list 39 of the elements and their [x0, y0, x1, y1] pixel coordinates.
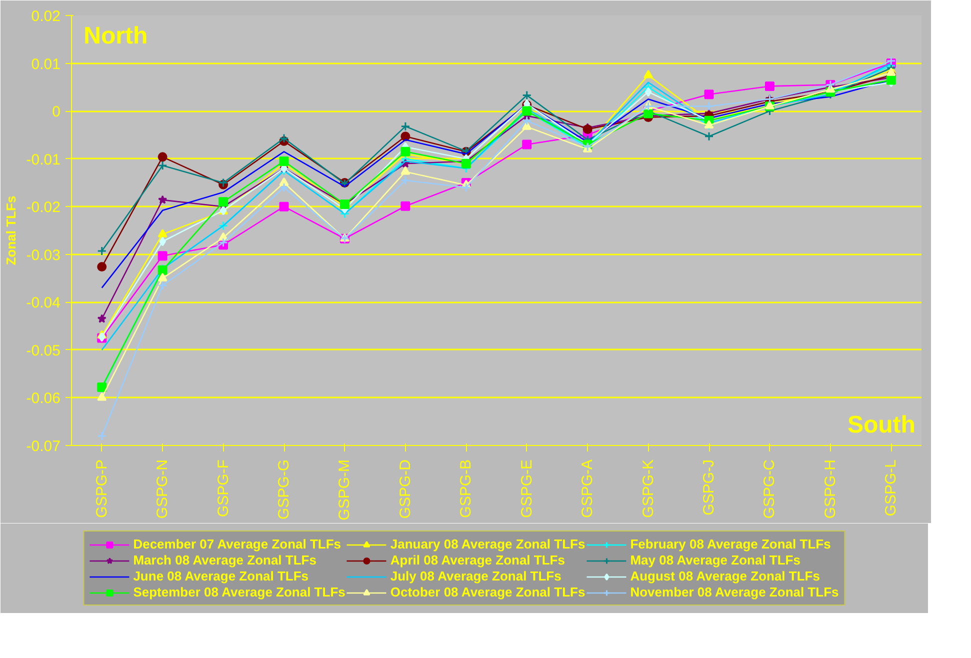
legend-label: February 08 Average Zonal TLFs — [630, 536, 831, 552]
x-tick-label: GSPG-E — [518, 459, 536, 518]
x-tick-label: GSPG-L — [882, 459, 900, 516]
x-tick-label: GSPG-M — [336, 459, 354, 520]
legend-label: April 08 Average Zonal TLFs — [390, 552, 565, 568]
legend-label: May 08 Average Zonal TLFs — [630, 552, 800, 568]
y-tick-label: 0.02 — [31, 8, 61, 25]
x-tick-label: GSPG-P — [93, 459, 110, 518]
y-tick-label: 0 — [52, 104, 60, 121]
annotation: South — [847, 411, 916, 438]
x-tick-label: GSPG-F — [214, 459, 232, 517]
x-tick-label: GSPG-N — [154, 459, 172, 519]
y-tick-label: -0.07 — [26, 438, 61, 455]
y-tick-label: -0.03 — [26, 246, 61, 264]
x-tick-label: GSPG-K — [640, 459, 657, 518]
legend-label: July 08 Average Zonal TLFs — [390, 568, 562, 584]
y-tick-label: -0.05 — [26, 342, 61, 360]
legend-label: January 08 Average Zonal TLFs — [390, 536, 586, 552]
y-tick-label: -0.01 — [26, 151, 61, 168]
x-tick-label: GSPG-H — [822, 459, 839, 519]
legend-label: June 08 Average Zonal TLFs — [133, 568, 309, 584]
x-tick-label: GSPG-D — [396, 459, 414, 519]
legend-label: October 08 Average Zonal TLFs — [390, 584, 586, 600]
legend-label: November 08 Average Zonal TLFs — [630, 584, 839, 600]
legend-label: December 07 Average Zonal TLFs — [133, 536, 342, 552]
x-tick-label: GSPG-A — [579, 459, 596, 518]
legend-label: September 08 Average Zonal TLFs — [133, 584, 346, 600]
x-tick-label: GSPG-C — [761, 459, 778, 519]
y-tick-label: -0.02 — [26, 199, 61, 216]
y-tick-label: -0.04 — [26, 294, 61, 312]
annotation: North — [84, 22, 148, 50]
legend-label: August 08 Average Zonal TLFs — [630, 568, 820, 584]
y-tick-label: 0.01 — [31, 56, 61, 73]
x-tick-label: GSPG-J — [700, 459, 718, 516]
x-tick-label: GSPG-B — [458, 459, 475, 518]
x-tick-label: GSPG-G — [276, 459, 292, 520]
legend-label: March 08 Average Zonal TLFs — [133, 552, 316, 568]
y-axis-title: Zonal TLFs — [3, 196, 18, 266]
y-tick-label: -0.06 — [26, 390, 61, 408]
